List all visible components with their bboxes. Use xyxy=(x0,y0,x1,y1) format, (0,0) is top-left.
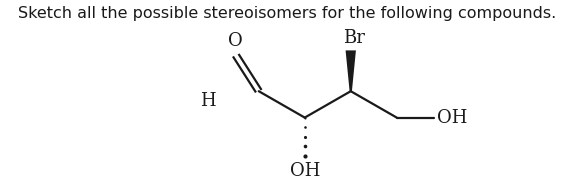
Text: Br: Br xyxy=(343,29,365,47)
Text: O: O xyxy=(228,32,243,50)
Polygon shape xyxy=(346,50,356,91)
Text: OH: OH xyxy=(437,109,467,127)
Text: OH: OH xyxy=(290,162,320,180)
Text: H: H xyxy=(200,92,216,110)
Text: Sketch all the possible stereoisomers for the following compounds.: Sketch all the possible stereoisomers fo… xyxy=(18,6,557,21)
